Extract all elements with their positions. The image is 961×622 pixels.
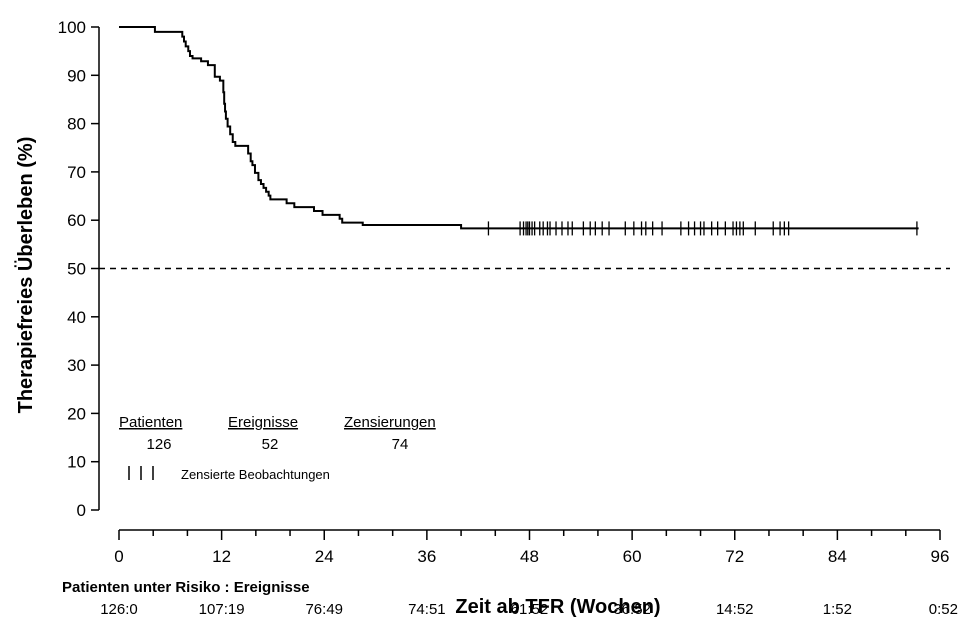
x-ticks: 0 12 24 36 48 60 72 84 96 — [114, 530, 949, 566]
y-ticks: 0 10 20 30 40 50 60 70 80 90 100 — [58, 18, 99, 520]
risk-table-value: 107:19 — [199, 601, 245, 618]
x-tick-label: 60 — [623, 547, 642, 566]
risk-table-value: 61:52 — [511, 601, 549, 618]
legend-header-events: Ereignisse — [228, 414, 298, 431]
y-tick-label: 0 — [77, 501, 86, 520]
risk-table-value: 126:0 — [100, 601, 138, 618]
y-tick-label: 10 — [67, 453, 86, 472]
y-tick-label: 20 — [67, 404, 86, 423]
legend-value-patients: 126 — [146, 436, 171, 453]
y-tick-label: 50 — [67, 260, 86, 279]
x-axis-title: Zeit ab TFR (Wochen) — [455, 596, 660, 618]
x-tick-label: 36 — [417, 547, 436, 566]
legend-header-censored: Zensierungen — [344, 414, 436, 431]
x-tick-label: 12 — [212, 547, 231, 566]
legend-value-censored: 74 — [392, 436, 409, 453]
legend: Patienten Ereignisse Zensierungen 126 52… — [119, 414, 436, 482]
legend-censor-label: Zensierte Beobachtungen — [181, 467, 330, 482]
risk-table-title: Patienten unter Risiko : Ereignisse — [62, 579, 310, 596]
risk-table: Patienten unter Risiko : Ereignisse 126:… — [62, 579, 958, 618]
x-tick-label: 96 — [931, 547, 950, 566]
y-tick-label: 100 — [58, 18, 86, 37]
y-tick-label: 60 — [67, 211, 86, 230]
risk-table-value: 76:49 — [305, 601, 343, 618]
y-tick-label: 70 — [67, 163, 86, 182]
x-tick-label: 24 — [315, 547, 334, 566]
risk-values: 126:0 107:19 76:49 74:51 61:52 36:52 14:52 1:52… — [100, 601, 958, 618]
x-tick-label: 0 — [114, 547, 123, 566]
risk-table-value: 36:52 — [613, 601, 651, 618]
legend-censor-symbol — [128, 466, 154, 480]
censor-marks — [487, 221, 918, 236]
y-tick-label: 30 — [67, 356, 86, 375]
risk-table-value: 74:51 — [408, 601, 446, 618]
y-tick-label: 40 — [67, 308, 86, 327]
survival-curve — [119, 26, 919, 230]
legend-value-events: 52 — [262, 436, 279, 453]
y-axis-title: Therapiefreies Überleben (%) — [14, 137, 37, 414]
legend-header-patients: Patienten — [119, 414, 182, 431]
y-tick-label: 90 — [67, 66, 86, 85]
y-tick-label: 80 — [67, 115, 86, 134]
risk-table-value: 1:52 — [823, 601, 852, 618]
x-tick-label: 84 — [828, 547, 847, 566]
x-tick-label: 72 — [725, 547, 744, 566]
risk-table-value: 14:52 — [716, 601, 754, 618]
risk-table-value: 0:52 — [929, 601, 958, 618]
x-tick-label: 48 — [520, 547, 539, 566]
